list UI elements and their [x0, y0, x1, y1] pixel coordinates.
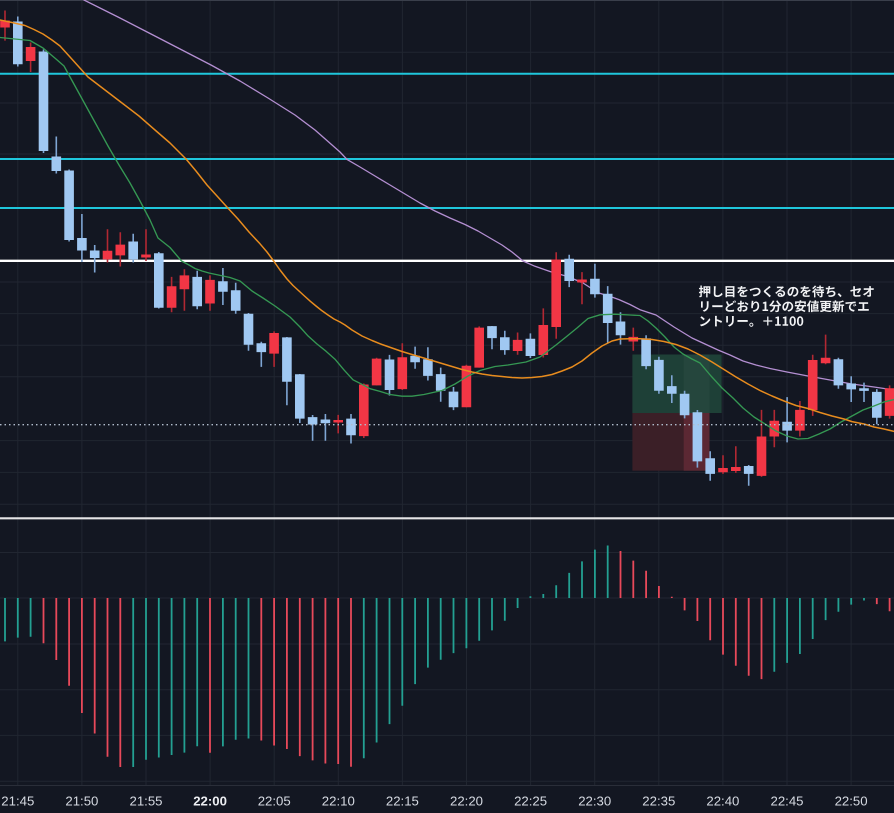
svg-text:21:55: 21:55 — [129, 794, 162, 809]
svg-text:22:35: 22:35 — [642, 794, 675, 809]
svg-text:22:25: 22:25 — [514, 794, 547, 809]
svg-text:21:50: 21:50 — [65, 794, 98, 809]
svg-text:22:40: 22:40 — [706, 794, 739, 809]
svg-text:22:05: 22:05 — [258, 794, 291, 809]
svg-text:22:30: 22:30 — [578, 794, 611, 809]
svg-text:22:15: 22:15 — [386, 794, 419, 809]
svg-text:21:45: 21:45 — [1, 794, 34, 809]
svg-text:22:45: 22:45 — [770, 794, 803, 809]
svg-text:22:10: 22:10 — [322, 794, 355, 809]
svg-text:22:20: 22:20 — [450, 794, 483, 809]
svg-text:22:50: 22:50 — [835, 794, 868, 809]
svg-text:22:00: 22:00 — [193, 794, 227, 809]
